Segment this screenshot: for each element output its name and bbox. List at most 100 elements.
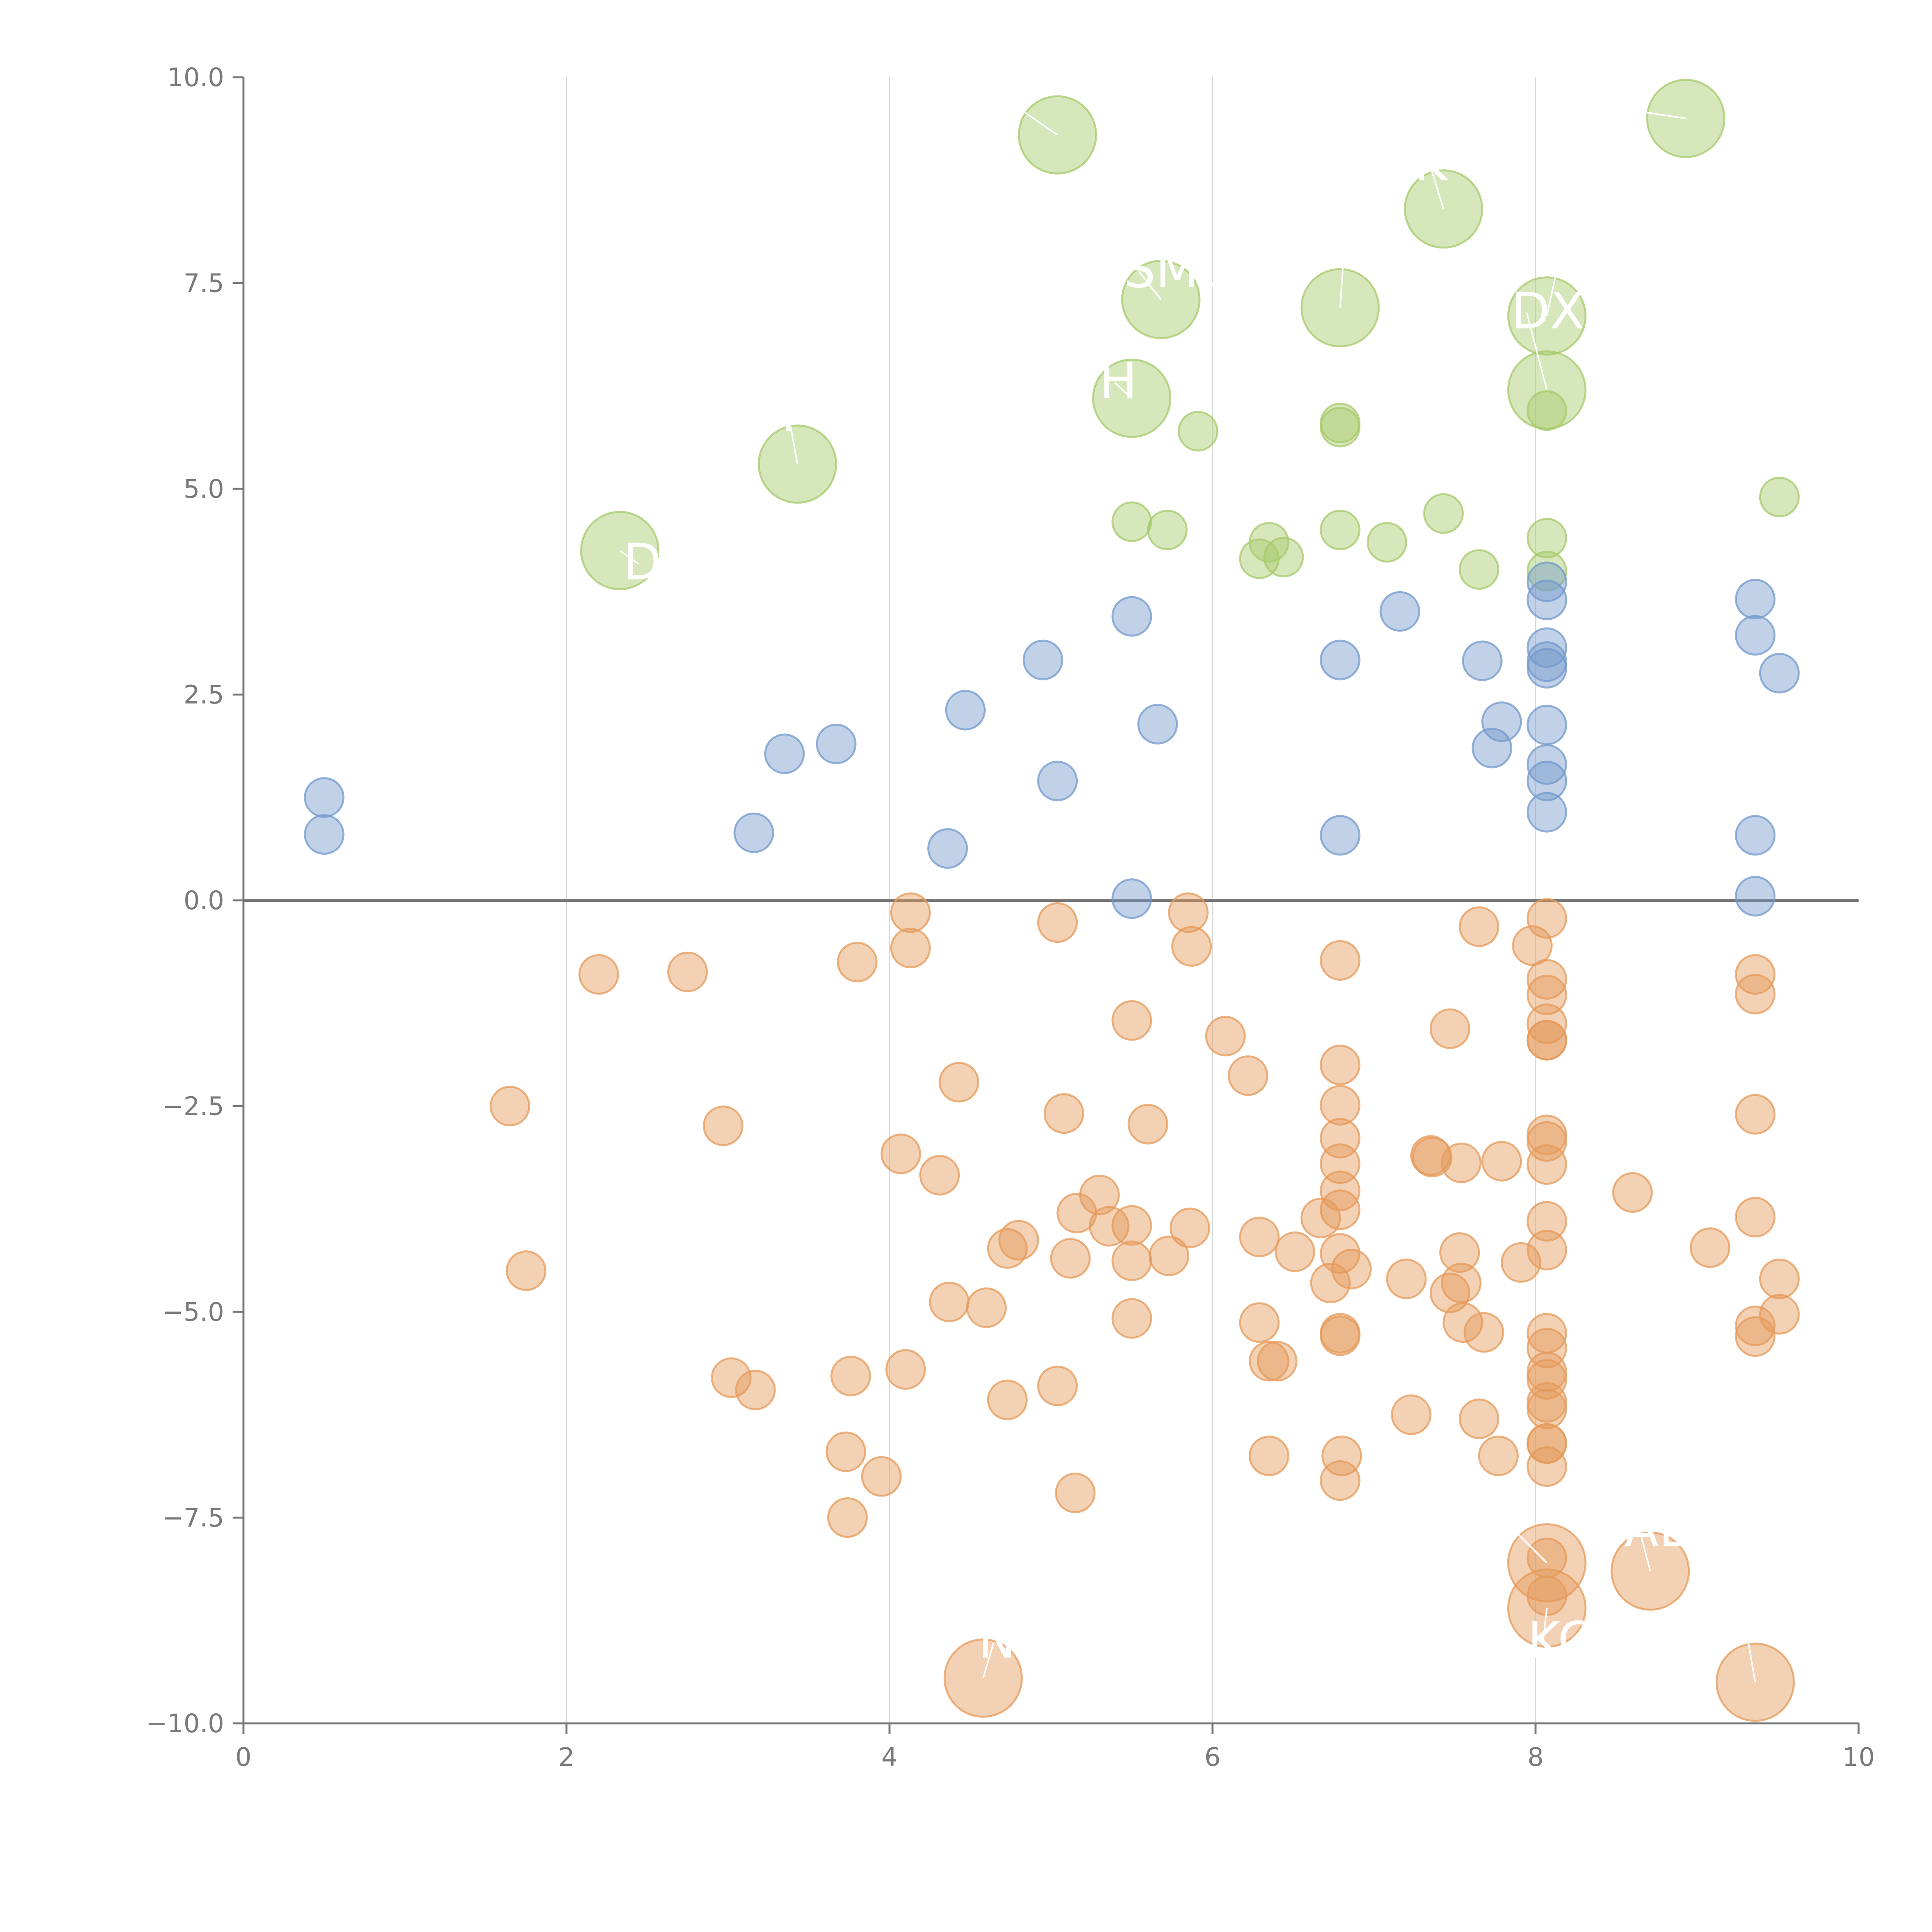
annotation-leader-line [788, 415, 798, 464]
y-tick-label: 7.5 [184, 269, 224, 298]
y-tick-label: 10.0 [167, 63, 224, 92]
y-tick-label: −7.5 [162, 1503, 224, 1533]
data-point-blue [733, 812, 774, 853]
data-point-orange-small [987, 1228, 1028, 1269]
data-point-orange-small [1171, 926, 1212, 967]
data-point-orange-small [1228, 1055, 1269, 1096]
data-point-green-small [1366, 522, 1407, 563]
data-point-orange-small [1481, 1141, 1522, 1182]
data-point-blue [1037, 760, 1078, 801]
data-point-orange-small [1526, 1201, 1567, 1242]
y-tick-label: 5.0 [184, 474, 224, 504]
annotation-label: E [1568, 72, 1600, 131]
data-point-orange-small [578, 954, 619, 995]
data-point-orange-small [1478, 1435, 1519, 1476]
data-point-orange-small [1055, 1473, 1096, 1514]
data-point-orange-small [1168, 892, 1209, 933]
data-point-orange-small [1386, 1259, 1427, 1299]
data-point-orange-small [1320, 1460, 1361, 1501]
data-point-orange-small [1429, 1008, 1470, 1049]
data-point-orange-small [1526, 1328, 1567, 1369]
data-point-green-small [1320, 406, 1361, 447]
data-point-orange-small [1526, 959, 1567, 1000]
data-point-orange-small [1148, 1235, 1189, 1276]
annotation-label: DX [1511, 282, 1584, 340]
data-point-orange-small [1088, 1206, 1129, 1247]
data-point-orange-small [1526, 1230, 1567, 1270]
data-point-orange-small [998, 1220, 1039, 1261]
annotation-leader-line [1526, 313, 1548, 390]
data-point-orange-small [1310, 1262, 1351, 1303]
data-point-orange-small [861, 1456, 902, 1497]
data-point-blue [945, 690, 986, 731]
data-point-blue [1022, 639, 1063, 680]
data-point-blue [1759, 653, 1800, 694]
data-point-orange-small [1300, 1197, 1341, 1238]
annotation-label: KC [1527, 1611, 1593, 1670]
data-point-green-small [1320, 510, 1361, 550]
data-point-orange-small [1050, 1238, 1091, 1279]
data-point-blue [1320, 639, 1361, 680]
annotation-label: K [1415, 133, 1449, 192]
data-point-orange-small [1205, 1015, 1246, 1056]
y-tick-label: 2.5 [184, 680, 224, 710]
data-point-orange-small [1111, 1240, 1152, 1281]
data-point-orange-small [939, 1062, 980, 1103]
data-point-orange-small [1612, 1172, 1653, 1213]
data-point-orange-small [1043, 1093, 1084, 1134]
data-point-orange-small [1320, 940, 1361, 981]
data-point-blue [304, 777, 345, 818]
data-point-blue [1111, 596, 1152, 637]
data-point-orange-small [735, 1369, 776, 1410]
data-point-orange-small [1128, 1104, 1168, 1145]
data-point-orange-small [1331, 1248, 1372, 1289]
y-tick-label: −5.0 [162, 1297, 224, 1327]
data-point-blue [1526, 792, 1567, 833]
data-point-blue [764, 733, 805, 774]
data-point-orange-small [1239, 1302, 1280, 1343]
data-point-orange-small [1239, 1216, 1280, 1257]
data-point-blue [1735, 578, 1776, 619]
annotation-label: L [990, 68, 1017, 126]
data-point-orange-small [1689, 1227, 1730, 1268]
annotation-label: T [1487, 1487, 1518, 1546]
annotation-label: H [1099, 352, 1137, 410]
data-point-orange-small [919, 1155, 960, 1196]
data-point-orange-small [1735, 1094, 1776, 1135]
annotation-label: T [773, 384, 804, 443]
data-point-orange-small [830, 1355, 871, 1396]
data-point-orange-small [1441, 1142, 1482, 1183]
data-point-green-small [1263, 537, 1304, 578]
data-point-orange-small [1248, 1435, 1289, 1476]
data-point-blue [1735, 615, 1776, 656]
data-point-orange-small [506, 1250, 546, 1291]
data-point-orange-small [1526, 1423, 1567, 1464]
data-point-orange-small [827, 1497, 868, 1538]
data-point-orange-small [1037, 1366, 1078, 1406]
annotation-label: DX [1329, 216, 1402, 274]
data-point-orange-small [1037, 902, 1078, 943]
y-tick-label: −10.0 [146, 1709, 224, 1738]
data-point-blue [304, 814, 345, 855]
x-tick-label: 8 [1527, 1742, 1544, 1772]
annotation-leader-line [1546, 259, 1560, 316]
data-point-blue [1471, 728, 1512, 769]
data-point-orange-small [1257, 1341, 1298, 1382]
x-tick-label: 2 [558, 1742, 575, 1772]
annotation-leader-line [619, 550, 639, 565]
data-point-orange-small [1320, 1044, 1361, 1085]
data-point-orange-small [885, 1349, 926, 1390]
annotation-leader-line [1639, 1531, 1651, 1571]
data-point-blue [1526, 561, 1567, 602]
data-point-orange-small [837, 942, 878, 983]
data-point-green-small [1177, 411, 1218, 452]
data-point-orange-small [929, 1281, 970, 1322]
data-point-orange-small [711, 1357, 752, 1398]
data-point-blue [1379, 591, 1420, 632]
data-point-orange-small [1439, 1232, 1480, 1273]
data-point-green-small [1423, 493, 1464, 534]
data-point-orange-small [1500, 1242, 1541, 1283]
annotation-label: S [1730, 1590, 1762, 1649]
